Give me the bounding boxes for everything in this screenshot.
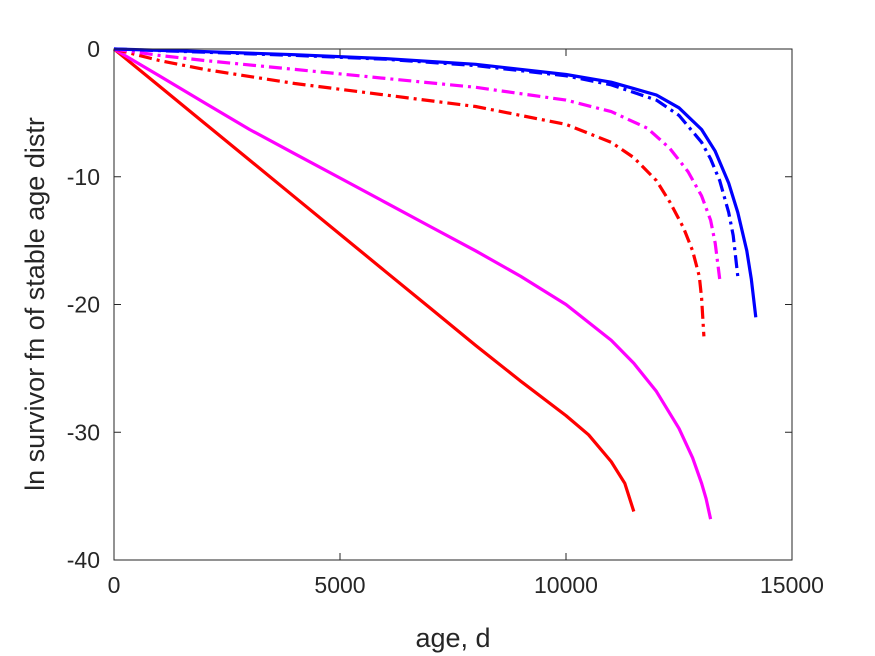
y-tick-label: -30 [67, 419, 100, 445]
y-tick-label: -40 [67, 547, 100, 573]
series-line-1-solid [112, 47, 636, 512]
series-line-2-solid [113, 47, 713, 520]
x-tick-label: 10000 [534, 572, 598, 598]
series-line-5-dashdot [113, 47, 722, 280]
x-tick-label: 5000 [314, 572, 365, 598]
y-axis-label: ln survivor fn of stable age distr [20, 117, 50, 491]
series-line-6-dashdot [113, 47, 740, 277]
tick-layer: 0 5000 10000 15000 0 -10 -20 -30 -40 [67, 36, 824, 598]
x-axis-label: age, d [415, 623, 490, 653]
x-tick-label: 15000 [760, 572, 824, 598]
x-tick-label: 0 [108, 572, 121, 598]
y-tick-label: 0 [87, 36, 100, 62]
y-tick-label: -20 [67, 292, 100, 318]
series-layer [112, 47, 758, 520]
y-tick-label: -10 [67, 164, 100, 190]
series-line-4-dashdot [113, 47, 706, 337]
